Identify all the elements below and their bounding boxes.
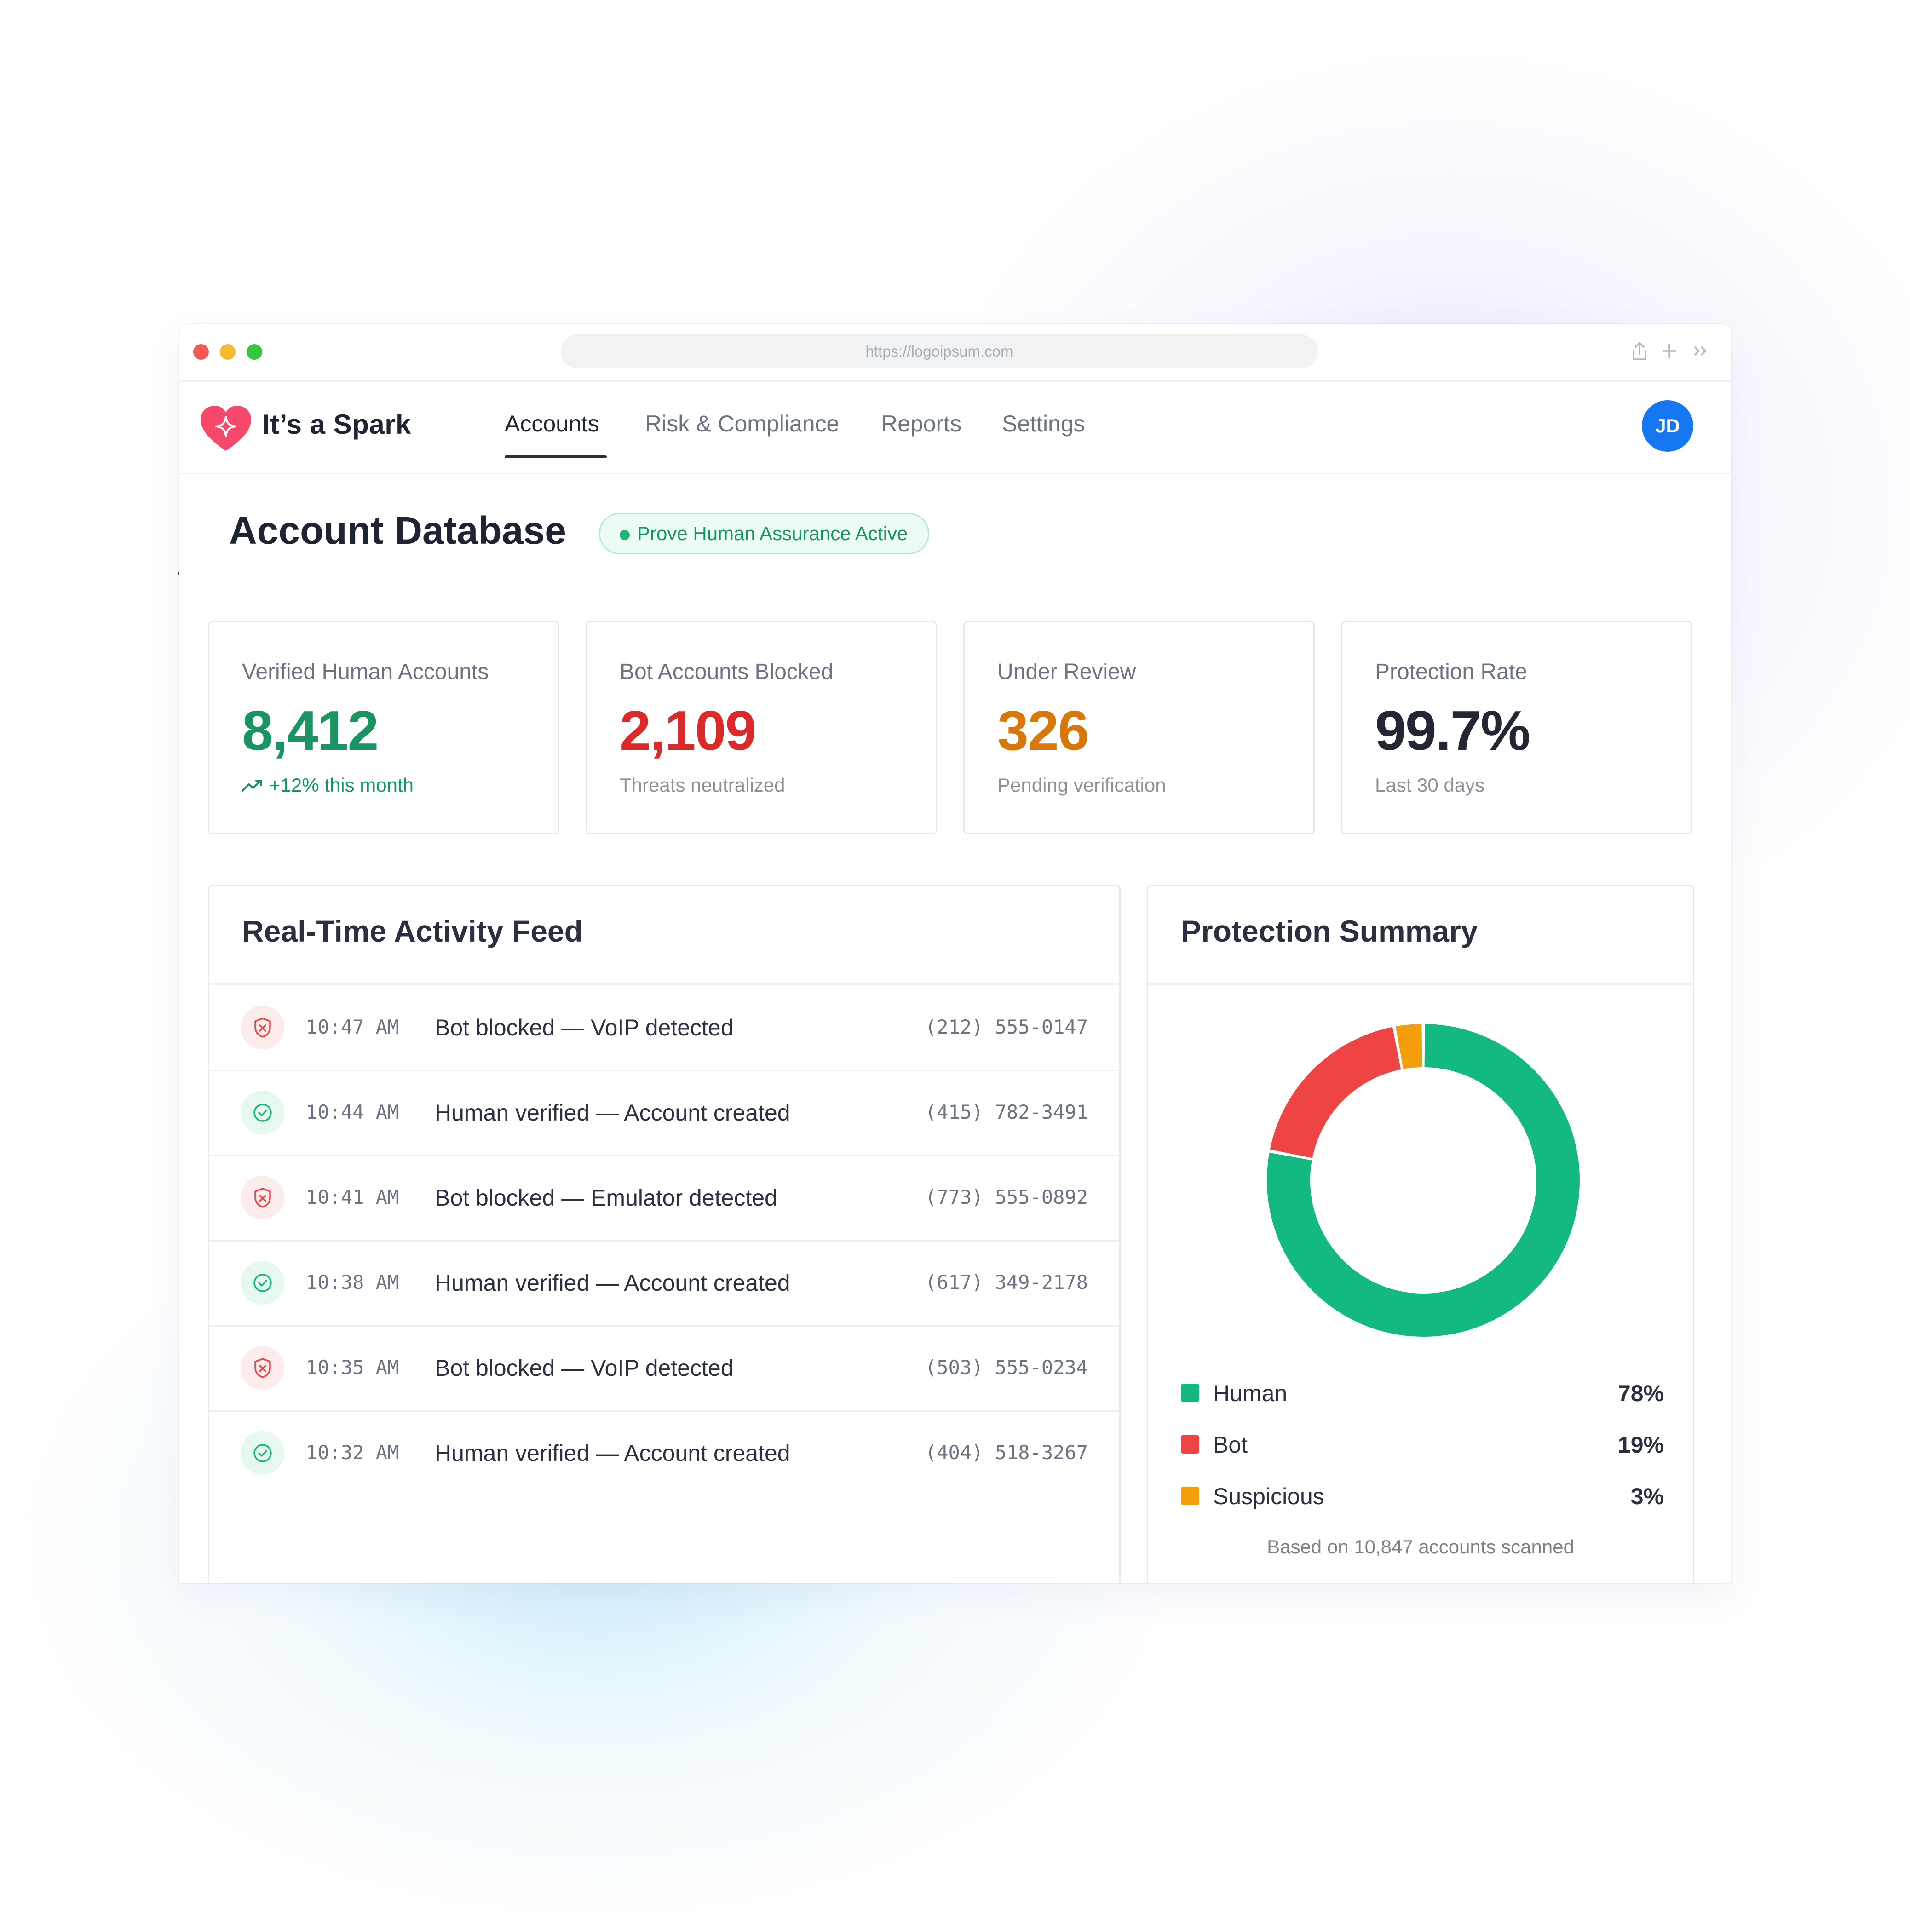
nav-tab-risk-compliance[interactable]: Risk & Compliance <box>645 411 840 437</box>
legend-percent: 78% <box>1617 1380 1664 1406</box>
active-tab-indicator <box>505 455 607 458</box>
activity-feed-row[interactable]: 10:32 AM Human verified — Account created… <box>209 1410 1119 1495</box>
status-badge-label: Prove Human Assurance Active <box>637 523 908 544</box>
stat-card-protection-rate: Protection Rate 99.7% Last 30 days <box>1341 621 1692 834</box>
top-navigation: It’s a Spark Accounts Risk & Compliance … <box>179 382 1731 474</box>
heart-sparkle-icon[interactable] <box>199 405 253 453</box>
activity-feed-panel: Real-Time Activity Feed 10:47 AM Bot bloc… <box>208 885 1121 1583</box>
panel-divider <box>1148 983 1693 985</box>
stat-label: Verified Human Accounts <box>242 660 489 684</box>
stat-sub: Threats neutralized <box>620 774 785 796</box>
legend-swatch <box>1181 1384 1199 1402</box>
status-dot <box>620 530 630 540</box>
maximize-window-button[interactable] <box>247 344 262 360</box>
protection-summary-title: Protection Summary <box>1181 914 1478 948</box>
stat-value: 8,412 <box>242 699 379 762</box>
nav-tab-accounts[interactable]: Accounts <box>505 411 599 437</box>
activity-phone: (503) 555-0234 <box>925 1356 1088 1379</box>
activity-time: 10:47 AM <box>306 1016 399 1038</box>
legend-percent: 3% <box>1630 1484 1664 1509</box>
activity-event: Bot blocked — VoIP detected <box>435 1015 734 1041</box>
share-icon[interactable] <box>1628 341 1651 366</box>
check-circle-icon <box>241 1261 284 1305</box>
browser-window: https://logoipsum.com It’s a Spark Accou… <box>179 324 1731 1583</box>
activity-event: Human verified — Account created <box>435 1440 790 1466</box>
activity-phone: (212) 555-0147 <box>925 1016 1088 1038</box>
stat-value: 326 <box>997 699 1089 762</box>
legend-name: Bot <box>1213 1432 1248 1458</box>
close-window-button[interactable] <box>193 344 209 360</box>
donut-slice-suspicious <box>1395 1024 1422 1069</box>
legend-item-human: Human 78% <box>1181 1378 1664 1406</box>
status-badge: Prove Human Assurance Active <box>599 513 930 554</box>
nav-tab-reports[interactable]: Reports <box>881 411 962 437</box>
browser-chrome: https://logoipsum.com <box>179 324 1731 382</box>
legend-swatch <box>1181 1435 1199 1454</box>
activity-event: Bot blocked — VoIP detected <box>435 1355 734 1381</box>
user-avatar[interactable]: JD <box>1642 400 1693 452</box>
legend-percent: 19% <box>1617 1432 1664 1458</box>
stat-card-bots-blocked: Bot Accounts Blocked 2,109 Threats neutr… <box>586 621 937 834</box>
activity-phone: (773) 555-0892 <box>925 1186 1088 1208</box>
activity-feed-row[interactable]: 10:47 AM Bot blocked — VoIP detected (212)… <box>209 985 1119 1071</box>
activity-phone: (404) 518-3267 <box>925 1441 1088 1464</box>
protection-donut-chart <box>1267 1024 1580 1337</box>
check-circle-icon <box>241 1431 284 1475</box>
legend-item-bot: Bot 19% <box>1181 1430 1664 1458</box>
page-title: Account Database <box>229 509 566 552</box>
address-bar-url: https://logoipsum.com <box>865 343 1013 360</box>
legend-swatch <box>1181 1487 1199 1505</box>
stat-value: 2,109 <box>620 699 756 762</box>
stat-trend: +12% this month <box>269 774 414 796</box>
legend-name: Human <box>1213 1380 1288 1406</box>
address-bar[interactable]: https://logoipsum.com <box>561 334 1318 368</box>
activity-event: Human verified — Account created <box>435 1270 790 1296</box>
shield-x-icon <box>241 1346 284 1390</box>
donut-slice-bot <box>1270 1027 1401 1158</box>
stat-label: Protection Rate <box>1375 660 1527 684</box>
activity-time: 10:35 AM <box>306 1356 399 1379</box>
stat-value: 99.7% <box>1375 699 1530 762</box>
activity-feed-row[interactable]: 10:35 AM Bot blocked — VoIP detected (503)… <box>209 1325 1119 1412</box>
plus-icon[interactable] <box>1658 341 1680 366</box>
legend-name: Suspicious <box>1213 1484 1324 1509</box>
trending-up-icon <box>242 780 262 792</box>
activity-time: 10:32 AM <box>306 1441 399 1464</box>
protection-summary-panel: Protection Summary Human 78% Bot 19% Sus… <box>1147 885 1694 1583</box>
activity-feed-row[interactable]: 10:41 AM Bot blocked — Emulator detected (… <box>209 1155 1119 1242</box>
stat-sub: Pending verification <box>997 774 1166 796</box>
shield-x-icon <box>241 1006 284 1049</box>
stat-card-under-review: Under Review 326 Pending verification <box>963 621 1315 834</box>
activity-feed-row[interactable]: 10:44 AM Human verified — Account created… <box>209 1070 1119 1156</box>
activity-event: Human verified — Account created <box>435 1100 790 1126</box>
panel-divider <box>209 983 1119 985</box>
legend-item-suspicious: Suspicious 3% <box>1181 1481 1664 1509</box>
activity-event: Bot blocked — Emulator detected <box>435 1185 777 1211</box>
activity-feed-title: Real-Time Activity Feed <box>242 914 583 948</box>
activity-time: 10:41 AM <box>306 1186 399 1208</box>
check-circle-icon <box>241 1091 284 1134</box>
activity-phone: (617) 349-2178 <box>925 1271 1088 1294</box>
stat-label: Under Review <box>997 660 1136 684</box>
stat-card-verified-human: Verified Human Accounts 8,412 +12% this … <box>208 621 559 834</box>
activity-time: 10:38 AM <box>306 1271 399 1294</box>
activity-feed-row[interactable]: 10:38 AM Human verified — Account created… <box>209 1240 1119 1327</box>
shield-x-icon <box>241 1176 284 1219</box>
stat-label: Bot Accounts Blocked <box>620 660 834 684</box>
activity-time: 10:44 AM <box>306 1101 399 1123</box>
activity-phone: (415) 782-3491 <box>925 1101 1088 1123</box>
brand-name[interactable]: It’s a Spark <box>262 409 411 440</box>
double-chevron-right-icon[interactable] <box>1690 341 1712 366</box>
minimize-window-button[interactable] <box>220 344 236 360</box>
scan-note: Based on 10,847 accounts scanned <box>1267 1536 1574 1558</box>
nav-tab-settings[interactable]: Settings <box>1002 411 1085 437</box>
stat-sub: Last 30 days <box>1375 774 1485 796</box>
